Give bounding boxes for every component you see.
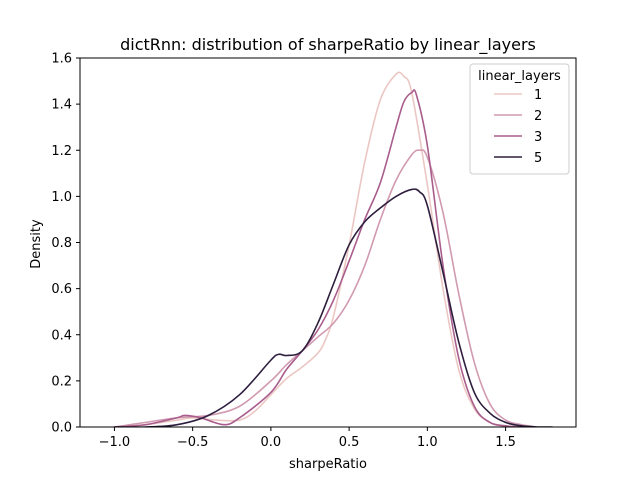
x-tick-label: 1.0 [417, 435, 438, 450]
y-axis-label: Density [29, 219, 44, 269]
legend-label-1: 1 [534, 88, 542, 103]
legend-title: linear_layers [478, 69, 561, 84]
y-tick-label: 1.4 [51, 98, 72, 113]
y-tick-label: 0.6 [51, 282, 72, 297]
y-tick-label: 0.2 [51, 374, 72, 389]
x-tick-label: −0.5 [177, 435, 209, 450]
y-tick-label: 0.4 [51, 328, 72, 343]
x-axis-label: sharpeRatio [289, 457, 367, 472]
y-tick-label: 1.0 [51, 190, 72, 205]
x-tick-label: 1.5 [495, 435, 516, 450]
chart-title: dictRnn: distribution of sharpeRatio by … [120, 35, 536, 55]
y-tick-label: 0.0 [51, 421, 72, 436]
y-tick-label: 0.8 [51, 236, 72, 251]
y-tick-label: 1.2 [51, 144, 72, 159]
legend-label-2: 2 [534, 109, 542, 124]
x-tick-label: 0.5 [339, 435, 360, 450]
legend-label-3: 3 [534, 130, 542, 145]
x-tick-label: 0.0 [261, 435, 282, 450]
y-tick-label: 1.6 [51, 52, 72, 67]
x-tick-label: −1.0 [99, 435, 131, 450]
legend: linear_layers 1 2 3 5 [470, 64, 569, 174]
legend-label-5: 5 [534, 151, 542, 166]
